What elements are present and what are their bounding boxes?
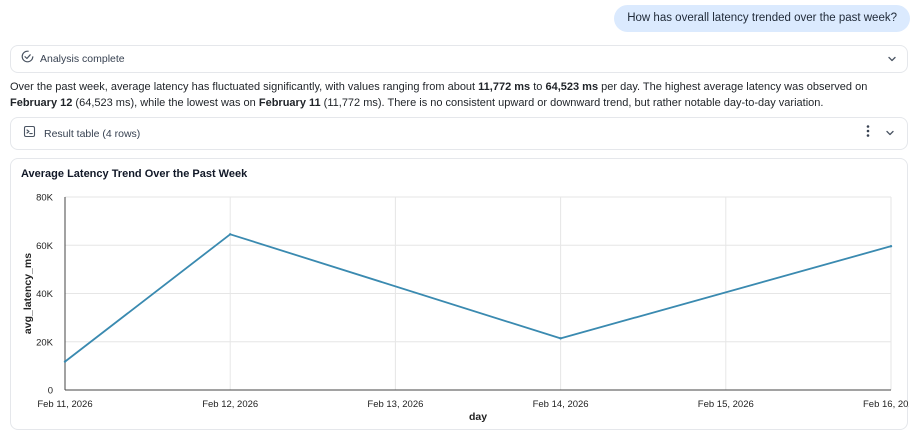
y-tick-label: 0 [48,386,53,397]
table-icon [23,125,36,143]
analysis-status-bar[interactable]: Analysis complete [10,45,908,73]
user-message-text: How has overall latency trended over the… [627,12,897,24]
more-options-icon[interactable] [865,124,871,143]
data-point [229,233,232,236]
check-circle-icon [21,50,34,68]
analysis-summary-text: Over the past week, average latency has … [10,79,908,111]
x-tick-label: Feb 12, 2026 [202,399,258,410]
summary-max-day: February 12 [10,97,73,109]
user-message-bubble: How has overall latency trended over the… [614,5,910,32]
x-tick-label: Feb 15, 2026 [698,399,754,410]
chart-title: Average Latency Trend Over the Past Week [21,168,248,180]
x-tick-label: Feb 13, 2026 [367,399,423,410]
chart-card: Average Latency Trend Over the Past Week… [10,158,909,430]
summary-text-4: (64,523 ms), while the lowest was on [72,97,259,109]
summary-text-3: per day. The highest average latency was… [598,81,868,93]
status-label: Analysis complete [40,53,125,65]
chevron-down-icon[interactable] [885,125,895,143]
y-tick-label: 40K [36,289,54,300]
result-table-bar[interactable]: Result table (4 rows) [10,117,908,150]
summary-text-1: Over the past week, average latency has … [10,81,479,93]
x-axis-title: day [469,411,487,423]
data-point [559,337,562,340]
series-line [64,233,892,363]
y-tick-label: 20K [36,337,54,348]
summary-min-value: 11,772 ms [478,81,531,93]
y-tick-label: 60K [36,241,54,252]
summary-text-5: (11,772 ms). There is no consistent upwa… [320,97,824,109]
result-table-label: Result table (4 rows) [44,127,141,140]
data-point [63,360,67,363]
x-tick-label: Feb 16, 2026 [863,399,909,410]
y-axis-title: avg_latency_ms [22,253,34,334]
x-tick-label: Feb 14, 2026 [533,399,589,410]
x-tick-label: Feb 11, 2026 [37,399,92,410]
chevron-down-icon[interactable] [887,54,897,64]
data-point [889,245,893,248]
latency-line-chart: 0 20K 40K 60K 80K Feb 11, 2026 Feb 12, 2026 Feb… [22,193,909,424]
summary-text-2: to [530,81,546,93]
summary-max-value: 64,523 ms [545,81,599,93]
y-tick-label: 80K [36,193,54,204]
summary-min-day: February 11 [258,97,321,109]
